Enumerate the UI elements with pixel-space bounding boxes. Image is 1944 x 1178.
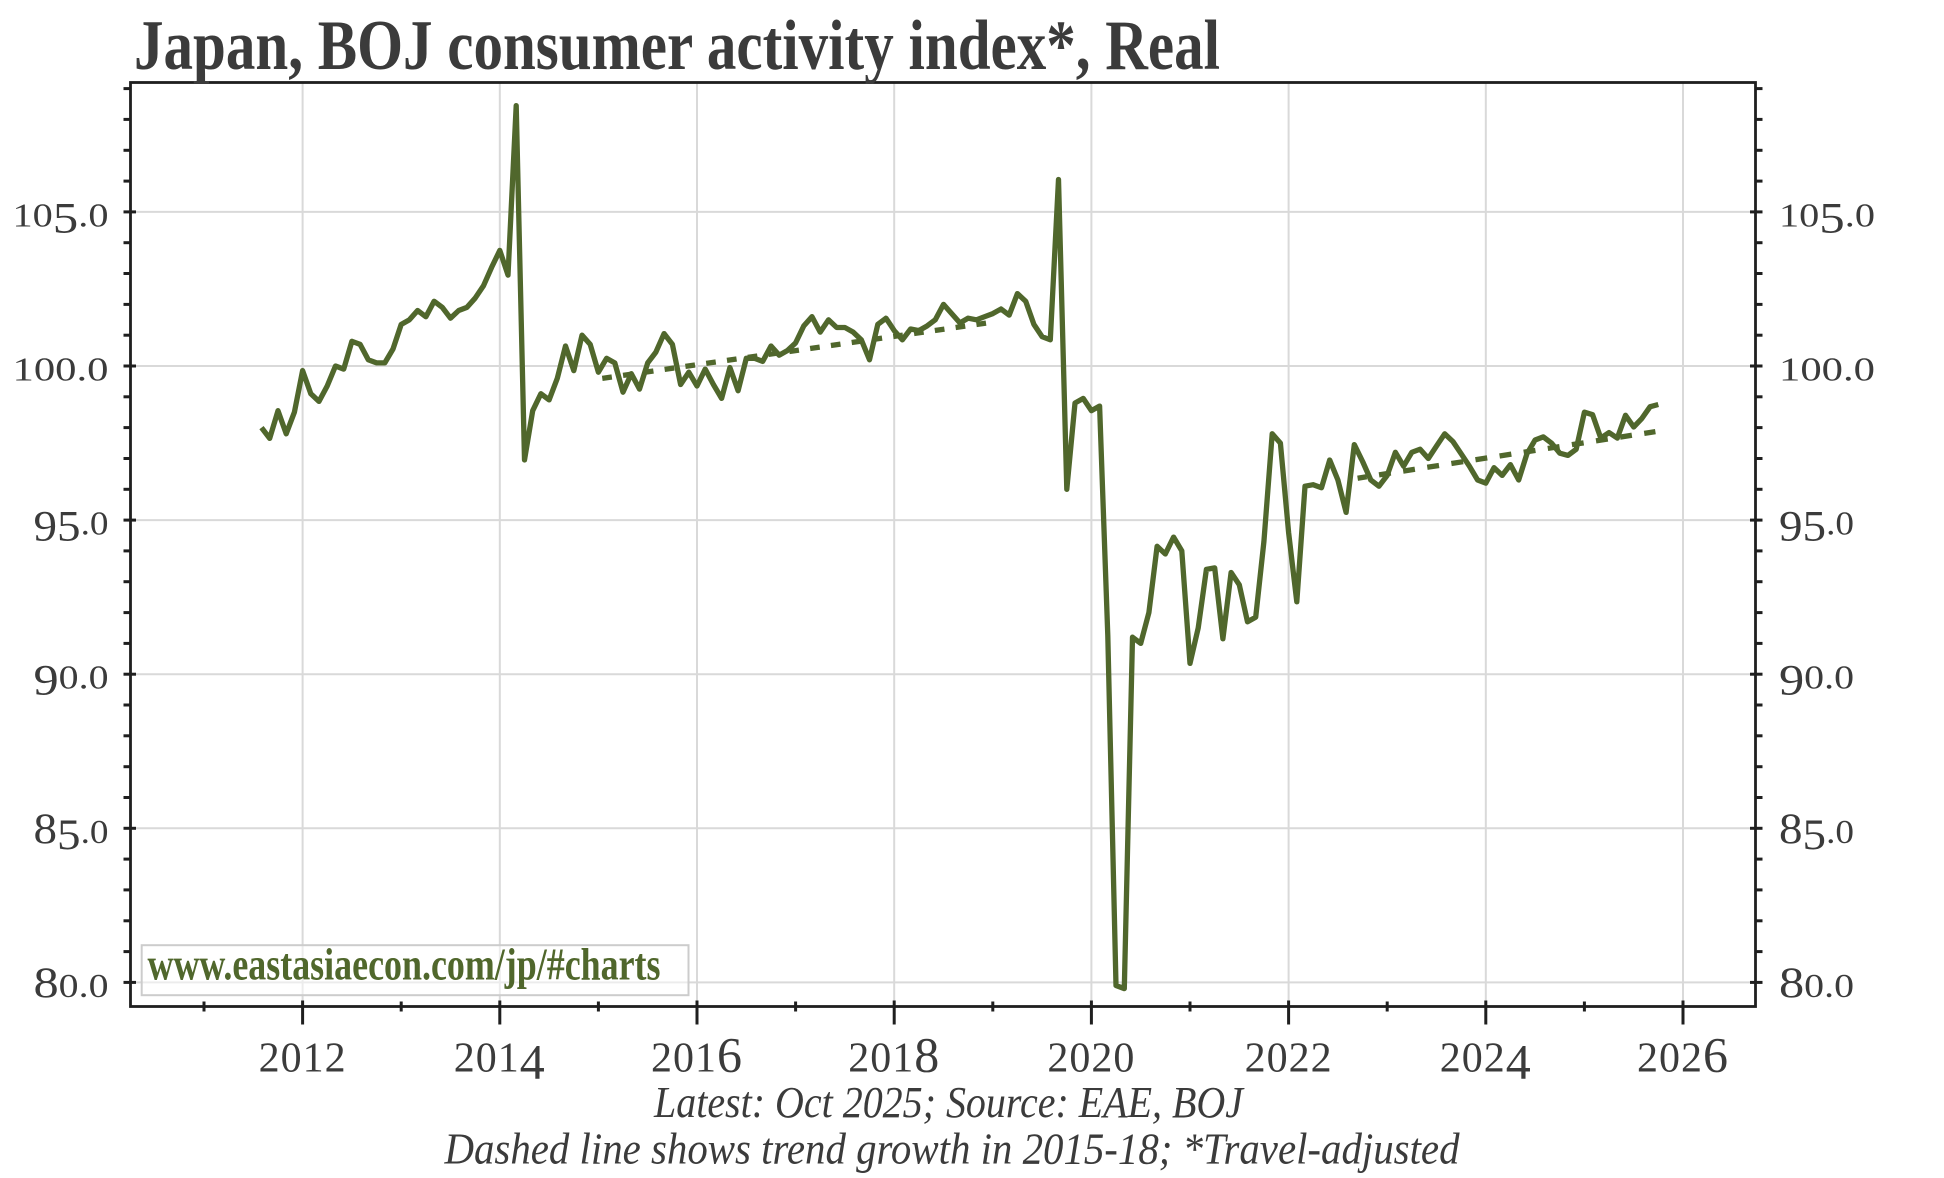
svg-text:2024: 2024 [1440, 1034, 1532, 1090]
svg-text:105.0: 10 5.0 [13, 195, 109, 242]
svg-text:90.0: 9 0.0 [34, 658, 109, 705]
svg-text:90.0: 9 0.0 [1779, 658, 1854, 705]
svg-text:2020: 2020 [1047, 1036, 1135, 1082]
svg-text:85.0: 85.0 [34, 806, 109, 859]
svg-text:Japan, BOJ consumer activity i: Japan, BOJ consumer activity index*, Rea… [134, 7, 1220, 85]
svg-text:95.0: 95.0 [34, 504, 109, 551]
svg-text:105.0: 10 5.0 [1779, 195, 1875, 242]
svg-text:www.eastasiaecon.com/jp/#chart: www.eastasiaecon.com/jp/#charts [148, 940, 661, 990]
svg-text:Dashed line shows trend growth: Dashed line shows trend growth in 2015-1… [444, 1125, 1461, 1174]
svg-text:100.0: 100.0 [13, 352, 109, 389]
svg-text:Latest: Oct 2025; Source: EAE,: Latest: Oct 2025; Source: EAE, BOJ [653, 1078, 1245, 1127]
svg-text:85.0: 85.0 [1779, 806, 1854, 859]
svg-text:95.0: 95.0 [1779, 504, 1854, 551]
svg-text:2022: 2022 [1245, 1036, 1333, 1082]
svg-text:100.0: 100.0 [1779, 352, 1875, 389]
svg-text:80.0: 8 0.0 [1779, 960, 1854, 1007]
svg-text:2026: 2026 [1637, 1027, 1729, 1083]
svg-text:80.0: 8 0.0 [34, 960, 109, 1007]
svg-text:2012: 2012 [259, 1036, 347, 1082]
svg-text:2014: 2014 [454, 1034, 546, 1090]
svg-text:2016: 2016 [651, 1027, 743, 1083]
svg-text:2018: 2018 [848, 1027, 940, 1083]
